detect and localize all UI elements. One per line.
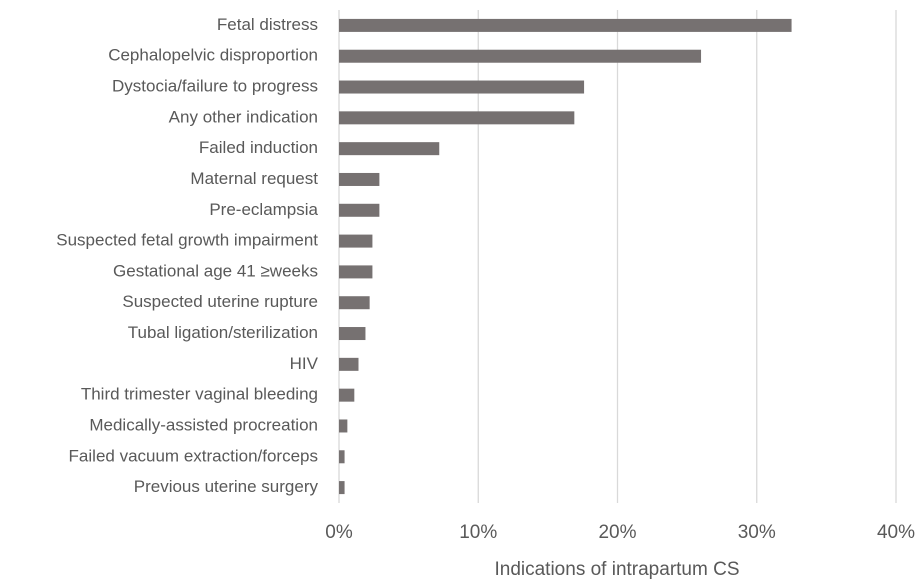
y-tick-label: Previous uterine surgery: [134, 477, 319, 496]
bar: [339, 296, 370, 310]
y-tick-label: Dystocia/failure to progress: [112, 77, 318, 96]
bar: [339, 80, 585, 94]
y-tick-label: Cephalopelvic disproportion: [108, 46, 318, 65]
bar: [339, 419, 348, 433]
bar: [339, 18, 792, 32]
bar: [339, 111, 575, 125]
y-tick-label: Failed vacuum extraction/forceps: [69, 446, 318, 465]
y-tick-label: Failed induction: [199, 138, 318, 157]
x-tick-label: 20%: [598, 522, 636, 543]
bar: [339, 234, 373, 248]
bar: [339, 142, 440, 156]
y-tick-label: Suspected fetal growth impairment: [56, 231, 318, 250]
x-axis-title: Indications of intrapartum CS: [494, 559, 739, 580]
y-tick-label: Gestational age 41 ≥weeks: [113, 261, 318, 280]
bar: [339, 450, 345, 464]
y-tick-label: Any other indication: [169, 107, 318, 126]
y-tick-label: Maternal request: [190, 169, 318, 188]
x-tick-label: 10%: [459, 522, 497, 543]
y-tick-label: Pre-eclampsia: [209, 200, 318, 219]
bar: [339, 481, 345, 495]
bar: [339, 49, 702, 63]
bar: [339, 172, 380, 186]
x-tick-label: 0%: [325, 522, 353, 543]
bar: [339, 203, 380, 217]
y-tick-label: Tubal ligation/sterilization: [128, 323, 318, 342]
bar: [339, 265, 373, 279]
x-tick-label: 40%: [877, 522, 915, 543]
y-tick-label: Third trimester vaginal bleeding: [81, 385, 318, 404]
bar: [339, 327, 366, 341]
x-tick-label: 30%: [738, 522, 776, 543]
bar: [339, 357, 359, 371]
y-tick-label: Fetal distress: [217, 15, 318, 34]
y-tick-label: Medically-assisted procreation: [89, 415, 318, 434]
y-tick-label: Suspected uterine rupture: [122, 292, 318, 311]
y-tick-label: HIV: [290, 354, 319, 373]
bar: [339, 388, 355, 402]
